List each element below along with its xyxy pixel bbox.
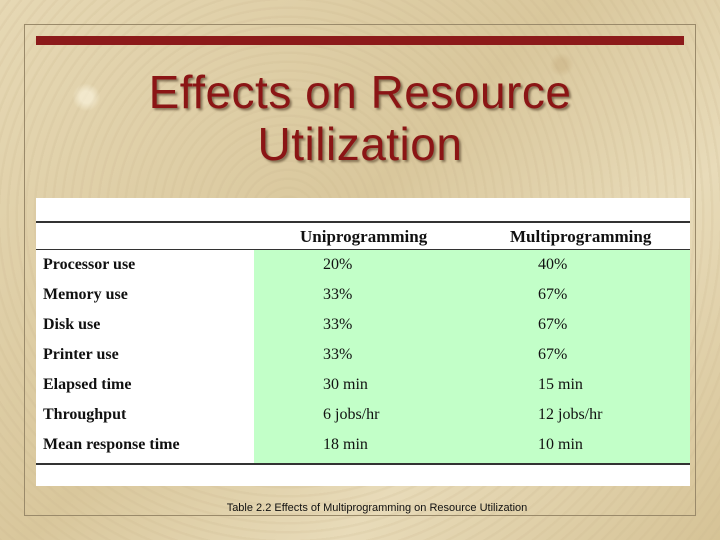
table-row: Mean response time 18 min 10 min: [36, 434, 690, 464]
row-label: Processor use: [43, 256, 136, 273]
resource-utilization-table: Uniprogramming Multiprogramming Processo…: [36, 198, 690, 486]
row-label: Throughput: [43, 406, 127, 423]
slide-title-line-2: Utilization: [257, 118, 463, 170]
table-top-rule: [36, 221, 690, 223]
uniprogramming-value: 30 min: [323, 376, 368, 393]
table-caption: Table 2.2 Effects of Multiprogramming on…: [226, 502, 528, 514]
uniprogramming-value: 33%: [323, 316, 353, 333]
table-body: Processor use 20% 40% Memory use 33% 67%…: [36, 254, 690, 464]
highlighted-values-region: [254, 250, 690, 463]
multiprogramming-value: 12 jobs/hr: [538, 406, 603, 423]
row-label: Disk use: [43, 316, 101, 333]
multiprogramming-value: 40%: [538, 256, 568, 273]
table-bottom-rule: [36, 463, 690, 465]
uniprogramming-value: 6 jobs/hr: [323, 406, 380, 423]
uniprogramming-value: 20%: [323, 256, 353, 273]
table-row: Disk use 33% 67%: [36, 314, 690, 344]
column-header-uniprogramming: Uniprogramming: [300, 227, 428, 246]
row-label: Printer use: [43, 346, 119, 363]
column-header-multiprogramming: Multiprogramming: [510, 227, 652, 246]
table-row: Elapsed time 30 min 15 min: [36, 374, 690, 404]
slide-title: Effects on Resource Utilization: [36, 66, 684, 170]
uniprogramming-value: 33%: [323, 286, 353, 303]
title-accent-bar: [36, 36, 684, 45]
uniprogramming-value: 18 min: [323, 436, 368, 453]
table-header-rule: [36, 249, 690, 250]
table-row: Throughput 6 jobs/hr 12 jobs/hr: [36, 404, 690, 434]
row-label: Mean response time: [43, 436, 180, 453]
multiprogramming-value: 67%: [538, 316, 568, 333]
multiprogramming-value: 67%: [538, 286, 568, 303]
table-row: Printer use 33% 67%: [36, 344, 690, 374]
table-row: Memory use 33% 67%: [36, 284, 690, 314]
uniprogramming-value: 33%: [323, 346, 353, 363]
slide-frame: [24, 24, 696, 516]
multiprogramming-value: 10 min: [538, 436, 583, 453]
multiprogramming-value: 67%: [538, 346, 568, 363]
multiprogramming-value: 15 min: [538, 376, 583, 393]
row-label: Elapsed time: [43, 376, 132, 393]
slide-title-line-1: Effects on Resource: [148, 66, 572, 118]
row-label: Memory use: [43, 286, 128, 303]
table-row: Processor use 20% 40%: [36, 254, 690, 284]
